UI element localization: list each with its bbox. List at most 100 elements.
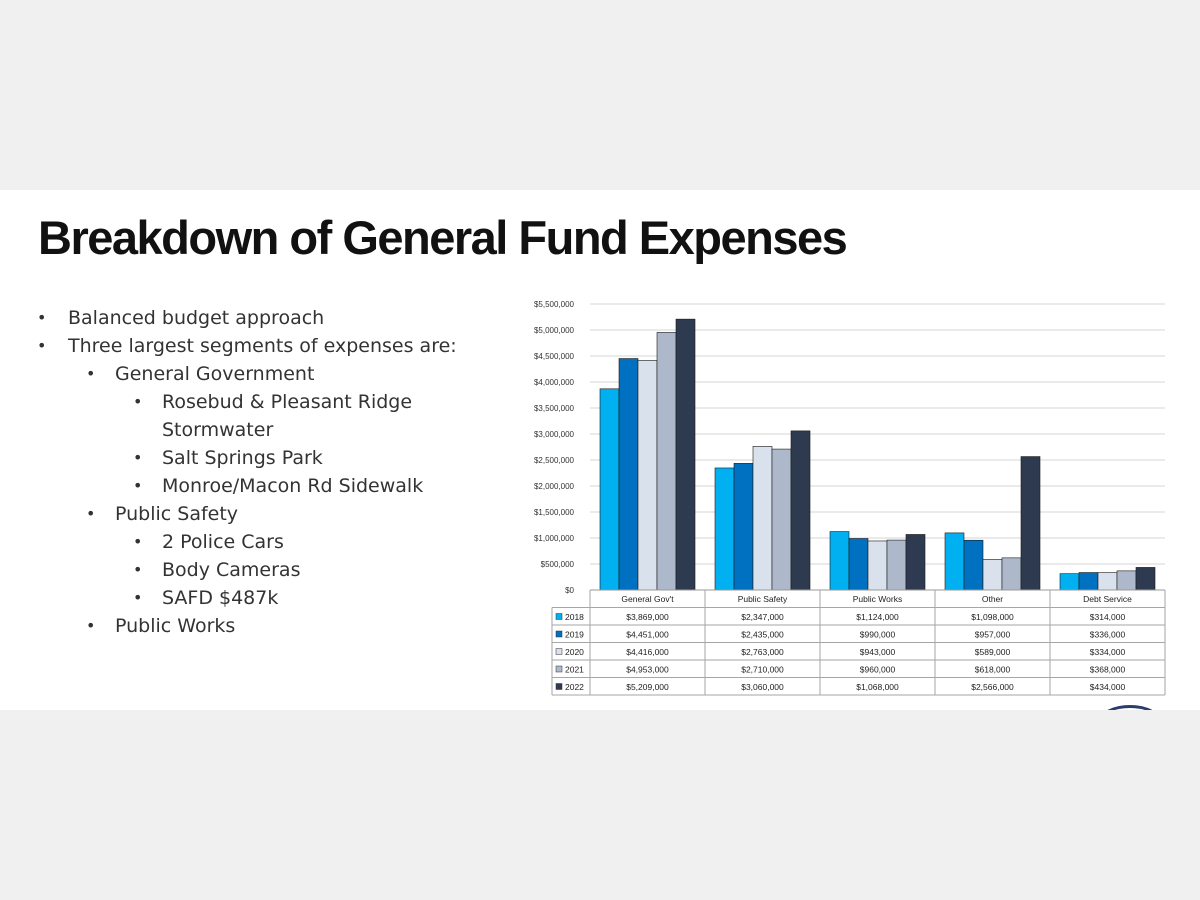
- bullet-text: Public Works: [115, 615, 236, 637]
- table-cell: $618,000: [975, 665, 1011, 675]
- bar: [733, 463, 754, 591]
- bar: [829, 531, 850, 591]
- table-cell: $368,000: [1090, 665, 1126, 675]
- bar: [790, 430, 811, 591]
- table-cell: $2,763,000: [741, 647, 784, 657]
- slide-title: Breakdown of General Fund Expenses: [38, 211, 848, 264]
- table-cell: $1,068,000: [856, 682, 899, 692]
- bullet-text: Balanced budget approach: [68, 307, 325, 329]
- table-cell: $3,869,000: [626, 612, 669, 622]
- bar: [656, 332, 677, 591]
- bullet-item: • Rosebud & Pleasant Ridge Stormwater: [0, 388, 500, 444]
- bar: [963, 539, 984, 591]
- bullet-item: • SAFD $487k: [0, 584, 500, 612]
- category-label: Public Works: [853, 594, 902, 604]
- table-cell: $3,060,000: [741, 682, 784, 692]
- table-cell: $2,710,000: [741, 665, 784, 675]
- bar: [944, 532, 965, 591]
- bullet-text: Rosebud & Pleasant Ridge Stormwater: [162, 391, 413, 441]
- legend-entry: 2022: [565, 682, 584, 692]
- bar: [886, 539, 907, 591]
- legend-swatch: [555, 648, 563, 655]
- bullet-item: • Body Cameras: [0, 556, 500, 584]
- table-cell: $957,000: [975, 630, 1011, 640]
- bullet-text: Public Safety: [115, 503, 239, 525]
- legend-entry: 2020: [565, 647, 584, 657]
- bullet-item: • Monroe/Macon Rd Sidewalk: [0, 472, 500, 500]
- bar: [618, 358, 639, 591]
- bullet-item: • 2 Police Cars: [0, 528, 500, 556]
- table-cell: $943,000: [860, 647, 896, 657]
- table-cell: $2,566,000: [971, 682, 1014, 692]
- bullet-dot-icon: •: [37, 336, 47, 355]
- table-cell: $314,000: [1090, 612, 1126, 622]
- bar: [1020, 456, 1041, 591]
- y-tick-label: $4,000,000: [534, 378, 575, 387]
- y-tick-label: $3,500,000: [534, 404, 575, 413]
- category-label: Debt Service: [1083, 594, 1132, 604]
- bullet-dot-icon: •: [86, 504, 96, 523]
- table-cell: $960,000: [860, 665, 896, 675]
- bullet-text: Salt Springs Park: [162, 447, 323, 469]
- y-tick-label: $5,000,000: [534, 326, 575, 335]
- bullet-dot-icon: •: [133, 448, 143, 467]
- y-tick-label: $0: [565, 586, 574, 595]
- bullet-item: • Three largest segments of expenses are:: [0, 332, 500, 360]
- city-seal: [1100, 705, 1160, 710]
- slide: Breakdown of General Fund Expenses • Bala…: [0, 190, 1200, 710]
- y-tick-label: $2,500,000: [534, 456, 575, 465]
- bar: [714, 467, 735, 591]
- legend-swatch: [555, 613, 563, 620]
- bar: [599, 388, 620, 591]
- bullet-item: • Public Works: [0, 612, 500, 640]
- bar: [1135, 567, 1156, 591]
- bar: [867, 540, 888, 591]
- legend-swatch: [555, 630, 563, 638]
- legend-entry: 2021: [565, 665, 584, 675]
- bullet-text: Body Cameras: [162, 559, 301, 581]
- table-cell: $2,347,000: [741, 612, 784, 622]
- bullet-dot-icon: •: [133, 560, 143, 579]
- bullet-dot-icon: •: [133, 588, 143, 607]
- bar: [1059, 573, 1080, 591]
- bullet-item: • Public Safety: [0, 500, 500, 528]
- y-tick-label: $4,500,000: [534, 352, 575, 361]
- legend-entry: 2018: [565, 612, 584, 622]
- table-cell: $434,000: [1090, 682, 1126, 692]
- bar: [1116, 570, 1137, 591]
- table-cell: $1,124,000: [856, 612, 899, 622]
- legend-entry: 2019: [565, 630, 584, 640]
- expenses-bar-chart: $0 $500,000 $1,000,000 $1,500,000 $2,000,000…: [534, 300, 1166, 696]
- table-cell: $4,416,000: [626, 647, 669, 657]
- category-label: General Gov't: [621, 594, 674, 604]
- bar: [1097, 572, 1118, 591]
- table-cell: $5,209,000: [626, 682, 669, 692]
- bar: [1001, 557, 1022, 591]
- table-cell: $336,000: [1090, 630, 1126, 640]
- bullet-item: • Balanced budget approach: [0, 304, 500, 332]
- bullet-item: • Salt Springs Park: [0, 444, 500, 472]
- bar: [675, 318, 696, 591]
- category-label: Other: [982, 594, 1003, 604]
- table-cell: $4,953,000: [626, 665, 669, 675]
- category-label: Public Safety: [738, 594, 788, 604]
- legend-swatch: [555, 665, 563, 673]
- table-cell: $4,451,000: [626, 630, 669, 640]
- bar: [848, 538, 869, 591]
- bar: [771, 448, 792, 591]
- bullet-text: General Government: [115, 363, 315, 385]
- bullet-text: Three largest segments of expenses are:: [68, 335, 457, 357]
- table-cell: $1,098,000: [971, 612, 1014, 622]
- table-cell: $2,435,000: [741, 630, 784, 640]
- y-tick-label: $2,000,000: [534, 482, 575, 491]
- y-tick-label: $3,000,000: [534, 430, 575, 439]
- bar: [982, 559, 1003, 591]
- table-cell: $990,000: [860, 630, 896, 640]
- bullet-text: 2 Police Cars: [162, 531, 284, 553]
- bar: [637, 360, 658, 591]
- y-tick-label: $5,500,000: [534, 300, 575, 309]
- y-tick-label: $1,500,000: [534, 508, 575, 517]
- bullet-dot-icon: •: [86, 616, 96, 635]
- bullet-item: • General Government: [0, 360, 500, 388]
- bullet-text: SAFD $487k: [162, 587, 279, 609]
